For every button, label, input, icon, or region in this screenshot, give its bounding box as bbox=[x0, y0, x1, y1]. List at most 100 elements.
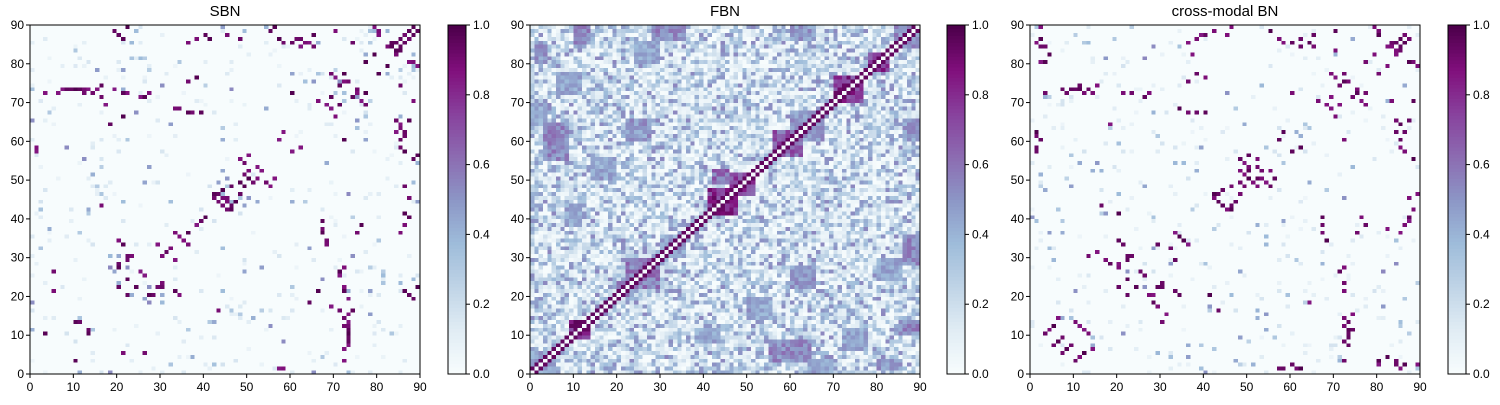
heatmap-cell bbox=[34, 203, 39, 208]
heatmap-cell bbox=[316, 342, 321, 348]
heatmap-cell bbox=[411, 195, 416, 200]
heatmap-cell bbox=[255, 280, 260, 286]
heatmap-cell bbox=[47, 319, 52, 324]
heatmap-cell bbox=[77, 191, 83, 196]
heatmap-cell bbox=[173, 176, 178, 181]
heatmap-cell bbox=[181, 261, 187, 266]
heatmap-cell bbox=[64, 218, 70, 224]
heatmap-cell bbox=[350, 296, 356, 301]
heatmap-cell bbox=[73, 284, 78, 289]
heatmap-cell bbox=[329, 339, 334, 344]
heatmap-cell bbox=[168, 358, 174, 363]
heatmap-cell bbox=[324, 207, 330, 212]
heatmap-cell bbox=[320, 249, 325, 255]
heatmap-cell bbox=[164, 218, 169, 224]
heatmap-cell bbox=[86, 354, 91, 359]
heatmap-cell bbox=[108, 261, 113, 266]
heatmap-cell bbox=[359, 211, 364, 216]
heatmap-cell bbox=[381, 342, 386, 348]
heatmap-cell bbox=[147, 319, 152, 324]
heatmap-cell bbox=[368, 211, 373, 216]
heatmap-cell bbox=[186, 168, 191, 173]
heatmap-cell bbox=[290, 358, 295, 363]
heatmap-cell bbox=[207, 230, 213, 235]
heatmap-cell bbox=[155, 331, 161, 336]
heatmap-cell bbox=[60, 304, 65, 309]
heatmap-cell bbox=[290, 249, 295, 255]
heatmap-cell bbox=[56, 238, 61, 243]
heatmap-cell bbox=[294, 296, 299, 301]
heatmap-cell bbox=[43, 319, 48, 324]
heatmap-cell bbox=[359, 335, 364, 340]
heatmap-cell bbox=[298, 335, 304, 340]
heatmap-cell bbox=[324, 273, 330, 278]
heatmap-cell bbox=[225, 218, 230, 224]
heatmap-cell bbox=[398, 319, 403, 324]
heatmap-cell bbox=[220, 242, 226, 247]
heatmap-cell bbox=[95, 308, 100, 313]
heatmap-cell bbox=[60, 172, 65, 177]
heatmap-cell bbox=[207, 296, 213, 301]
heatmap-cell bbox=[64, 362, 70, 367]
heatmap-cell bbox=[64, 226, 70, 231]
heatmap-cell bbox=[311, 265, 317, 270]
heatmap-cell bbox=[199, 249, 204, 255]
heatmap-cell bbox=[398, 176, 403, 181]
heatmap-cell bbox=[186, 339, 191, 344]
heatmap-cell bbox=[64, 180, 70, 185]
heatmap-cell bbox=[246, 172, 252, 177]
heatmap-cell bbox=[60, 308, 65, 313]
heatmap-cell bbox=[216, 246, 221, 251]
heatmap-cell bbox=[56, 331, 61, 336]
heatmap-cell bbox=[290, 339, 295, 344]
heatmap-cell bbox=[199, 288, 204, 293]
heatmap-cell bbox=[82, 304, 87, 309]
heatmap-cell bbox=[238, 203, 243, 208]
heatmap-cell bbox=[56, 211, 61, 216]
heatmap-cell bbox=[60, 296, 65, 301]
heatmap-cell bbox=[389, 242, 395, 247]
heatmap-cell bbox=[368, 226, 373, 231]
heatmap-cell bbox=[69, 168, 74, 173]
heatmap-cell bbox=[398, 342, 403, 348]
heatmap-cell bbox=[77, 222, 83, 227]
heatmap-cell bbox=[181, 362, 187, 367]
heatmap-cell bbox=[121, 346, 126, 352]
heatmap-cell bbox=[268, 358, 273, 363]
heatmap-cell bbox=[60, 300, 65, 305]
heatmap-cell bbox=[337, 203, 343, 208]
heatmap-cell bbox=[95, 249, 100, 255]
heatmap-cell bbox=[168, 308, 174, 313]
heatmap-cell bbox=[199, 226, 204, 231]
heatmap-cell bbox=[73, 222, 78, 227]
heatmap-cell bbox=[290, 269, 295, 274]
heatmap-cell bbox=[303, 319, 308, 324]
heatmap-cell bbox=[320, 238, 325, 243]
heatmap-cell bbox=[181, 164, 187, 169]
heatmap-cell bbox=[142, 226, 148, 231]
heatmap-cell bbox=[212, 342, 217, 348]
heatmap-cell bbox=[73, 288, 78, 293]
heatmap-cell bbox=[320, 273, 325, 278]
heatmap-cell bbox=[155, 273, 161, 278]
heatmap-cell bbox=[168, 304, 174, 309]
heatmap-cell bbox=[342, 211, 347, 216]
heatmap-cell bbox=[125, 273, 130, 278]
heatmap-cell bbox=[95, 354, 100, 359]
heatmap-cell bbox=[233, 199, 239, 204]
heatmap-cell bbox=[385, 362, 390, 367]
heatmap-cell bbox=[320, 195, 325, 200]
heatmap-cell bbox=[316, 195, 321, 200]
heatmap-cell bbox=[363, 222, 369, 227]
heatmap-cell bbox=[407, 288, 412, 293]
heatmap-cell bbox=[181, 366, 187, 371]
heatmap-cell bbox=[233, 222, 239, 227]
heatmap-cell bbox=[38, 315, 44, 321]
heatmap-cell bbox=[99, 292, 104, 297]
heatmap-cell bbox=[90, 280, 96, 286]
heatmap-cell bbox=[259, 168, 265, 173]
heatmap-cell bbox=[73, 296, 78, 301]
heatmap-cell bbox=[233, 195, 239, 200]
heatmap-cell bbox=[177, 222, 182, 227]
heatmap-cell bbox=[30, 246, 35, 251]
